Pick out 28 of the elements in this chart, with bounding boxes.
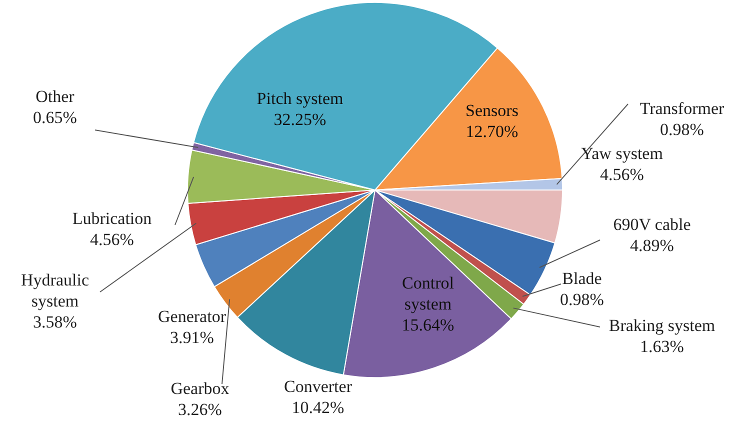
data-label: 15.64%	[402, 315, 454, 334]
slice-label: Hydraulic system	[21, 270, 90, 310]
slice-label: Sensors	[466, 100, 518, 120]
slice-label: Pitch system	[256, 88, 344, 108]
data-label: 4.56%	[90, 230, 134, 249]
data-label: 32.25%	[274, 110, 326, 129]
slice-label: Generator	[158, 306, 226, 326]
slice-label: Transformer	[640, 98, 725, 118]
data-label: 0.98%	[660, 120, 704, 139]
slice-label: Converter	[284, 376, 352, 396]
data-label: 4.56%	[600, 164, 644, 184]
slice-label: Gearbox	[170, 378, 230, 398]
data-label: 3.58%	[33, 312, 77, 332]
data-label: 0.98%	[560, 290, 604, 309]
data-label: 4.89%	[630, 236, 674, 255]
slice-label: Blade	[562, 268, 602, 288]
data-label: 12.70%	[466, 122, 518, 141]
data-label: 3.26%	[178, 400, 222, 419]
data-label: 0.65%	[33, 108, 77, 127]
data-label: 3.91%	[170, 328, 214, 347]
slice-label: Control system	[402, 273, 454, 314]
slice-label: Other	[36, 86, 75, 106]
slice-label: Braking system	[608, 316, 716, 335]
slice-label: 690V cable	[613, 214, 691, 234]
slice-label: Lubrication	[72, 208, 152, 228]
slice-label: Yaw system	[581, 144, 663, 163]
data-label: 1.63%	[640, 336, 684, 356]
data-label: 10.42%	[292, 398, 344, 417]
